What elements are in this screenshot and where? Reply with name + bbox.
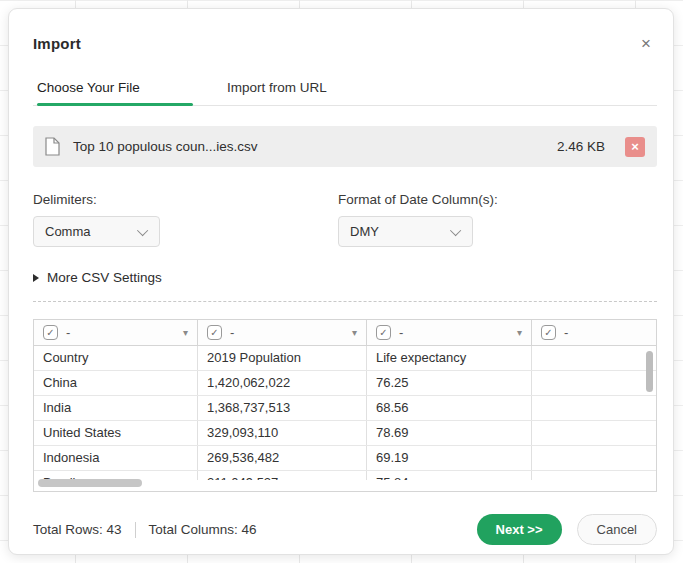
total-columns: Total Columns: 46 — [149, 522, 257, 537]
table-row: Country 2019 Population Life expectancy — [34, 346, 656, 371]
import-dialog: Import × Choose Your File Import from UR… — [8, 8, 674, 555]
chevron-down-icon — [137, 224, 148, 235]
uploaded-file-row: Top 10 populous coun...ies.csv 2.46 KB × — [33, 126, 657, 167]
delimiter-value: Comma — [45, 224, 91, 239]
column-checkbox[interactable]: ✓ — [541, 325, 556, 340]
column-checkbox[interactable]: ✓ — [207, 325, 222, 340]
delimiter-select[interactable]: Comma — [33, 216, 160, 247]
column-header: ✓ - ▾ — [367, 320, 532, 345]
table-cell: 76.25 — [367, 371, 532, 395]
totals: Total Rows: 43 Total Columns: 46 — [33, 522, 257, 538]
delimiter-field: Delimiters: Comma — [33, 192, 338, 247]
vertical-scrollbar[interactable] — [646, 351, 653, 392]
table-cell — [532, 346, 656, 370]
column-menu-icon[interactable]: ▾ — [183, 327, 188, 338]
column-header: ✓ - ▾ — [198, 320, 367, 345]
column-header-label: - — [564, 325, 568, 340]
tab-bar: Choose Your File Import from URL — [33, 80, 657, 106]
csv-options-row: Delimiters: Comma Format of Date Column(… — [33, 192, 657, 247]
column-checkbox[interactable]: ✓ — [376, 325, 391, 340]
dashed-divider — [33, 301, 657, 302]
table-cell: 78.69 — [367, 421, 532, 445]
table-cell — [532, 446, 656, 470]
table-row: Indonesia 269,536,482 69.19 — [34, 446, 656, 471]
table-cell — [532, 471, 656, 480]
table-row: China 1,420,062,022 76.25 — [34, 371, 656, 396]
column-header-label: - — [66, 325, 70, 340]
file-name: Top 10 populous coun...ies.csv — [73, 139, 258, 154]
remove-file-button[interactable]: × — [625, 137, 645, 157]
expand-arrow-icon — [33, 274, 39, 282]
table-cell — [532, 421, 656, 445]
date-format-field: Format of Date Column(s): DMY — [338, 192, 498, 247]
table-cell: United States — [34, 421, 198, 445]
tab-import-from-url[interactable]: Import from URL — [227, 80, 327, 105]
date-format-label: Format of Date Column(s): — [338, 192, 498, 207]
table-row: United States 329,093,110 78.69 — [34, 421, 656, 446]
table-cell: Country — [34, 346, 198, 370]
totals-divider — [135, 522, 136, 538]
date-format-select[interactable]: DMY — [338, 216, 473, 247]
dialog-header: Import × — [33, 33, 657, 54]
next-button[interactable]: Next >> — [477, 514, 562, 545]
table-cell: 329,093,110 — [198, 421, 367, 445]
column-menu-icon[interactable]: ▾ — [352, 327, 357, 338]
table-cell: 1,420,062,022 — [198, 371, 367, 395]
column-header-label: - — [230, 325, 234, 340]
column-header: ✓ - ▾ — [34, 320, 198, 345]
total-rows: Total Rows: 43 — [33, 522, 122, 537]
table-cell: India — [34, 396, 198, 420]
column-checkbox[interactable]: ✓ — [43, 325, 58, 340]
table-cell: China — [34, 371, 198, 395]
date-format-value: DMY — [350, 224, 379, 239]
table-row: India 1,368,737,513 68.56 — [34, 396, 656, 421]
table-cell: 75.84 — [367, 471, 532, 480]
table-cell: 269,536,482 — [198, 446, 367, 470]
table-cell: Life expectancy — [367, 346, 532, 370]
column-header-label: - — [399, 325, 403, 340]
table-cell: 211,049,527 — [198, 471, 367, 480]
column-menu-icon[interactable]: ▾ — [517, 327, 522, 338]
table-cell: 2019 Population — [198, 346, 367, 370]
dialog-footer: Total Rows: 43 Total Columns: 46 Next >>… — [33, 514, 657, 545]
table-cell: 69.19 — [367, 446, 532, 470]
delimiter-label: Delimiters: — [33, 192, 338, 207]
table-header-row: ✓ - ▾ ✓ - ▾ ✓ - ▾ ✓ - — [34, 320, 656, 346]
chevron-down-icon — [450, 224, 461, 235]
dialog-title: Import — [33, 35, 81, 52]
more-csv-settings-label: More CSV Settings — [47, 270, 162, 285]
file-icon — [45, 137, 60, 156]
data-preview-table: ✓ - ▾ ✓ - ▾ ✓ - ▾ ✓ - Country 2019 Popul… — [33, 319, 657, 492]
file-size: 2.46 KB — [557, 139, 605, 154]
horizontal-scrollbar[interactable] — [38, 479, 142, 487]
table-cell: Indonesia — [34, 446, 198, 470]
table-cell: 68.56 — [367, 396, 532, 420]
close-icon[interactable]: × — [635, 33, 657, 54]
tab-choose-your-file[interactable]: Choose Your File — [37, 80, 193, 105]
table-cell — [532, 396, 656, 420]
table-cell: 1,368,737,513 — [198, 396, 367, 420]
column-header: ✓ - — [532, 320, 656, 345]
table-cell — [532, 371, 656, 395]
more-csv-settings-toggle[interactable]: More CSV Settings — [33, 270, 657, 285]
cancel-button[interactable]: Cancel — [577, 514, 657, 545]
